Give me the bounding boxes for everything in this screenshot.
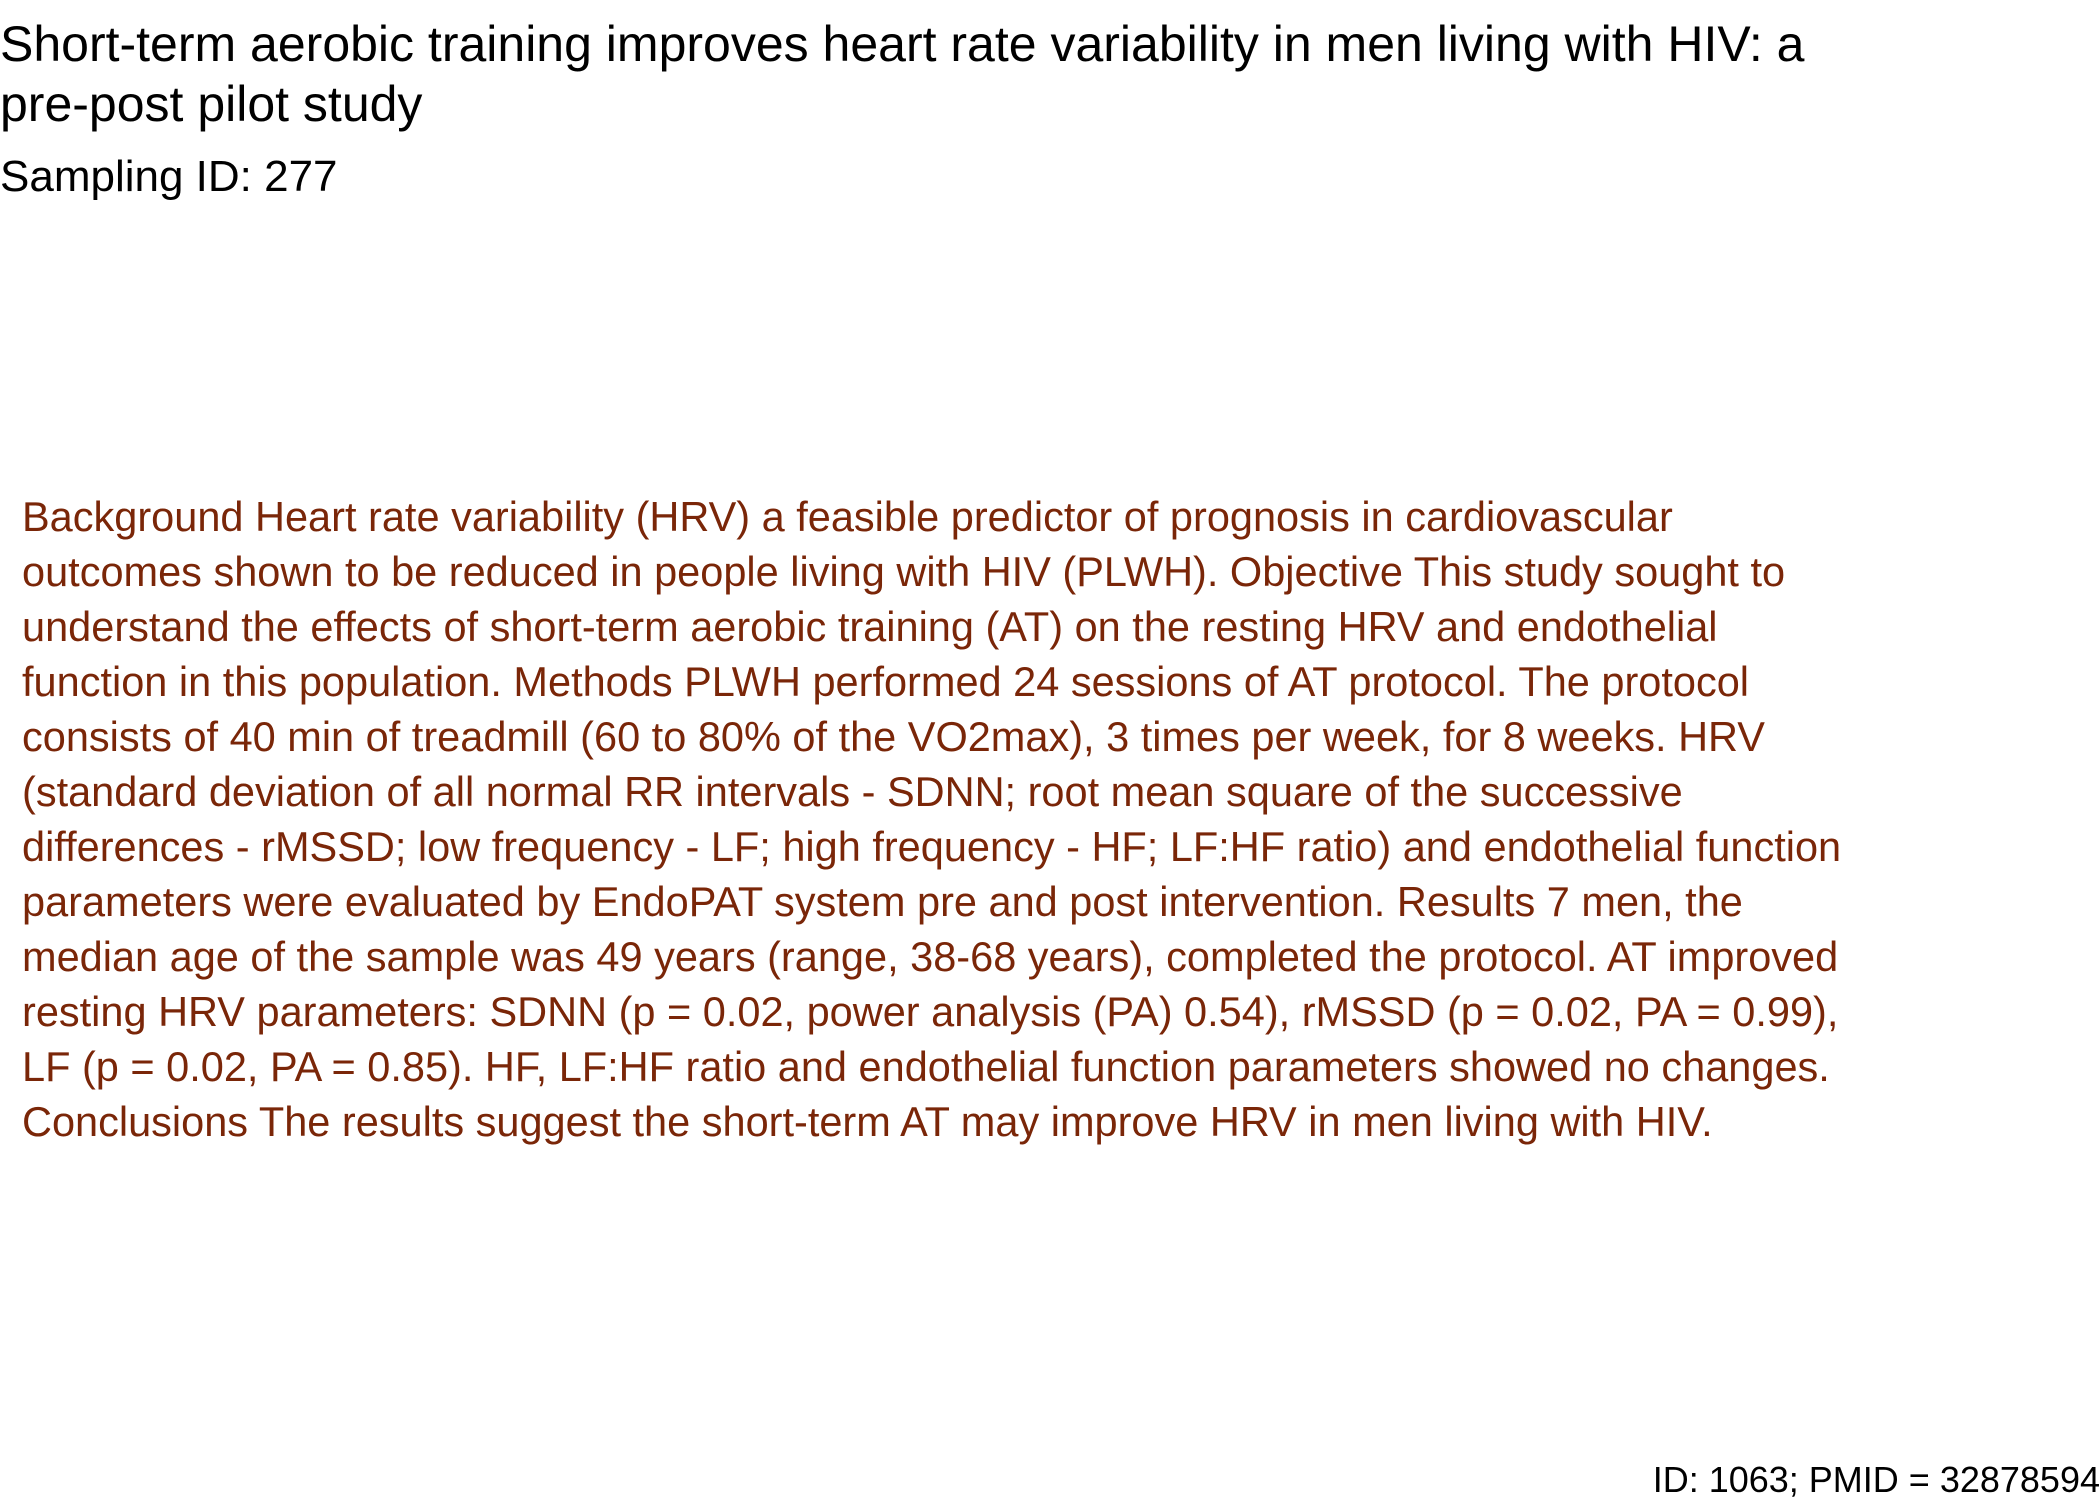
abstract-line: function in this population. Methods PLW… xyxy=(22,658,1750,705)
abstract-line: consists of 40 min of treadmill (60 to 8… xyxy=(22,713,1765,760)
abstract-line: Background Heart rate variability (HRV) … xyxy=(22,493,1673,540)
abstract-line: parameters were evaluated by EndoPAT sys… xyxy=(22,878,1743,925)
abstract-line: LF (p = 0.02, PA = 0.85). HF, LF:HF rati… xyxy=(22,1043,1830,1090)
abstract-line: outcomes shown to be reduced in people l… xyxy=(22,548,1786,595)
abstract-line: (standard deviation of all normal RR int… xyxy=(22,768,1683,815)
abstract-line: median age of the sample was 49 years (r… xyxy=(22,933,1839,980)
abstract-line: differences - rMSSD; low frequency - LF;… xyxy=(22,823,1842,870)
paper-title: Short-term aerobic training improves hea… xyxy=(0,16,1805,132)
abstract: Background Heart rate variability (HRV) … xyxy=(22,489,2092,1149)
abstract-line: understand the effects of short-term aer… xyxy=(22,603,1718,650)
footer-id: ID: 1063; PMID = 32878594 xyxy=(1652,1459,2100,1500)
abstract-line: Conclusions The results suggest the shor… xyxy=(22,1098,1713,1145)
sampling-id: Sampling ID: 277 xyxy=(0,152,338,201)
abstract-line: resting HRV parameters: SDNN (p = 0.02, … xyxy=(22,988,1839,1035)
